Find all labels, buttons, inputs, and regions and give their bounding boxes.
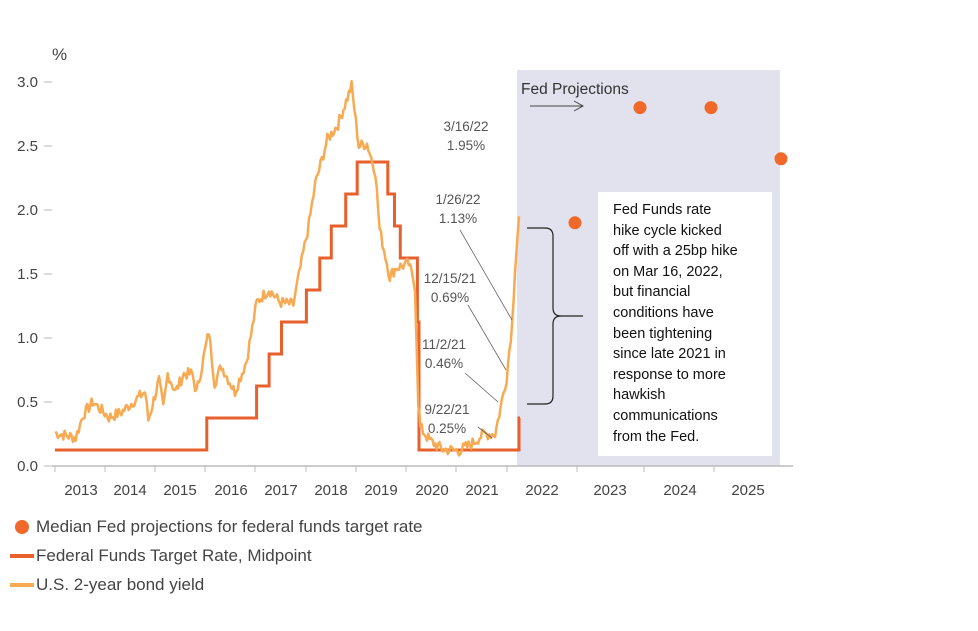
line-swatch-icon bbox=[10, 578, 36, 592]
x-tick-label: 2013 bbox=[64, 482, 97, 499]
note-line: hawkish bbox=[613, 387, 666, 404]
note-line: off with a 25bp hike bbox=[613, 243, 738, 260]
x-tick-label: 2017 bbox=[264, 482, 297, 499]
annotation-date: 1/26/22 bbox=[435, 192, 480, 207]
legend-item-fed-funds: Federal Funds Target Rate, Midpoint bbox=[10, 541, 423, 570]
y-tick-label: 1.5 bbox=[17, 266, 38, 283]
projection-point bbox=[704, 101, 718, 115]
note-line: been tightening bbox=[613, 325, 713, 342]
projection-points bbox=[568, 101, 788, 230]
legend-label-projections: Median Fed projections for federal funds… bbox=[36, 516, 423, 536]
x-tick-label: 2014 bbox=[113, 482, 146, 499]
annotation-note-box: Fed Funds rate hike cycle kicked off with … bbox=[598, 192, 772, 456]
note-line: from the Fed. bbox=[613, 428, 700, 445]
x-tick-label: 2025 bbox=[731, 482, 764, 499]
y-tick-label: 2.5 bbox=[17, 138, 38, 155]
annotation-value: 1.95% bbox=[447, 138, 485, 153]
x-tick-label: 2016 bbox=[214, 482, 247, 499]
legend-item-two-year: U.S. 2-year bond yield bbox=[10, 570, 423, 599]
y-unit-label: % bbox=[52, 45, 67, 64]
series-line-fed-funds-target-rate bbox=[55, 160, 521, 452]
projection-point bbox=[774, 152, 788, 166]
x-tick-label: 2019 bbox=[364, 482, 397, 499]
x-tick-label: 2023 bbox=[593, 482, 626, 499]
x-tick-label: 2018 bbox=[314, 482, 347, 499]
note-line: on Mar 16, 2022, bbox=[613, 263, 723, 280]
annotation-value: 0.46% bbox=[425, 356, 463, 371]
annotation-value: 0.25% bbox=[428, 421, 466, 436]
annotation-value: 0.69% bbox=[431, 290, 469, 305]
x-tick-label: 2024 bbox=[663, 482, 696, 499]
y-tick-label: 2.0 bbox=[17, 202, 38, 219]
note-line: response to more bbox=[613, 366, 726, 383]
note-line: conditions have bbox=[613, 304, 714, 321]
x-axis-ticks: 2013 2014 2015 2016 2017 2018 2019 2020 2021 2022… bbox=[54, 466, 765, 499]
y-tick-label: 1.0 bbox=[17, 330, 38, 347]
y-axis-ticks: 0.0 0.5 1.0 1.5 2.0 2.5 3.0 bbox=[17, 74, 52, 475]
annotation-date: 12/15/21 bbox=[424, 271, 477, 286]
y-tick-label: 3.0 bbox=[17, 74, 38, 91]
x-tick-label: 2020 bbox=[415, 482, 448, 499]
annotation-labels: 3/16/22 1.95% 1/26/22 1.13% 12/15/21 0.69% 11/… bbox=[422, 119, 489, 436]
legend-label-two-year: U.S. 2-year bond yield bbox=[36, 574, 205, 594]
note-line: since late 2021 in bbox=[613, 346, 726, 363]
arrow-right-icon bbox=[530, 100, 585, 112]
series-line-2-year-yield bbox=[54, 79, 521, 457]
annotation-date: 11/2/21 bbox=[422, 337, 466, 352]
fed-projections-label: Fed Projections bbox=[521, 81, 629, 98]
legend: Median Fed projections for federal funds… bbox=[10, 512, 423, 599]
annotation-value: 1.13% bbox=[439, 211, 477, 226]
annotation-leader-lines bbox=[459, 229, 513, 439]
x-tick-label: 2021 bbox=[465, 482, 498, 499]
legend-item-projections: Median Fed projections for federal funds… bbox=[10, 512, 423, 541]
note-line: hike cycle kicked bbox=[613, 222, 722, 239]
y-tick-label: 0.5 bbox=[17, 394, 38, 411]
line-swatch-icon bbox=[10, 549, 36, 563]
annotation-date: 3/16/22 bbox=[443, 119, 488, 134]
note-line: Fed Funds rate bbox=[613, 202, 712, 218]
note-line: but financial bbox=[613, 284, 691, 301]
projection-point bbox=[633, 101, 647, 115]
projection-point bbox=[568, 216, 582, 230]
y-tick-label: 0.0 bbox=[17, 458, 38, 475]
note-line: communications bbox=[613, 407, 718, 424]
x-tick-label: 2015 bbox=[163, 482, 196, 499]
dot-icon bbox=[10, 519, 36, 534]
legend-label-fed-funds: Federal Funds Target Rate, Midpoint bbox=[36, 545, 312, 565]
brace-bracket bbox=[527, 227, 583, 405]
annotation-date: 9/22/21 bbox=[424, 402, 469, 417]
x-tick-label: 2022 bbox=[525, 482, 558, 499]
